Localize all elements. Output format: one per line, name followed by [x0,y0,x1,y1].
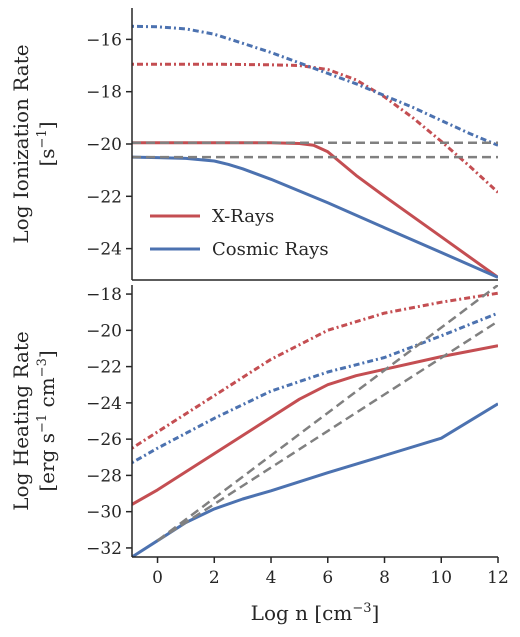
heating-series-0-solid-line [132,344,498,506]
x-tick-label: 2 [209,568,220,588]
heating-y-tick-label: −22 [86,358,122,378]
x-tick-label: 8 [379,568,390,588]
heating-y-tick-label: −18 [86,285,122,305]
legend-xrays-label: X-Rays [212,206,274,227]
ionization-y-tick-label: −24 [86,240,122,260]
ionization-y-label-line2: [s−1] [35,121,59,166]
ionization-y-label-line1: Log Ionization Rate [9,44,33,243]
heating-y-tick-label: −24 [86,394,122,414]
ionization-y-ticks: −16 −18 −20 −22 −24 [86,30,132,260]
x-tick-label: 0 [152,568,163,588]
ionization-y-tick-label: −16 [86,30,122,50]
heating-series-4-dashed-line [156,285,498,542]
x-tick-label: 10 [430,568,452,588]
legend-cosmic-label: Cosmic Rays [212,239,329,260]
ionization-series-group [132,24,498,279]
ionization-y-tick-label: −22 [86,187,122,207]
heating-series-5-dashed-line [156,320,498,542]
heating-series-1-dashdot-line [132,291,498,450]
ionization-series-3-dashdot-line [132,24,498,147]
x-axis-label: Log n [cm−3] [251,601,380,625]
heating-y-tick-label: −26 [86,430,122,450]
heating-y-tick-label: −28 [86,466,122,486]
heating-y-tick-label: −20 [86,321,122,341]
ionization-series-1-dashdot-line [132,62,498,194]
heating-series-2-solid-line [132,402,498,557]
ionization-y-axis-label: Log Ionization Rate [s−1] [9,44,59,243]
ionization-y-tick-label: −20 [86,135,122,155]
x-tick-label: 4 [266,568,277,588]
heating-rate-panel: −18 −20 −22 −24 −26 −28 −30 −32 0 2 4 6 8 10 12 Log H… [9,285,509,625]
x-tick-label: 6 [322,568,333,588]
heating-y-label-line2: [erg s−1 cm−3] [35,350,59,491]
heating-y-tick-label: −32 [86,539,122,559]
heating-y-axis-label: Log Heating Rate [erg s−1 cm−3] [9,331,59,510]
heating-y-ticks: −18 −20 −22 −24 −26 −28 −30 −32 [86,285,132,559]
heating-y-label-line1: Log Heating Rate [9,331,33,510]
ionization-y-tick-label: −18 [86,83,122,103]
heating-y-tick-label: −30 [86,503,122,523]
heating-x-ticks: 0 2 4 6 8 10 12 [152,557,509,588]
heating-series-group [132,285,498,557]
legend: X-Rays Cosmic Rays [150,206,329,260]
ionization-rate-panel: −16 −18 −20 −22 −24 X-Rays Cosmic Rays Log I… [9,8,498,281]
x-tick-label: 12 [487,568,509,588]
